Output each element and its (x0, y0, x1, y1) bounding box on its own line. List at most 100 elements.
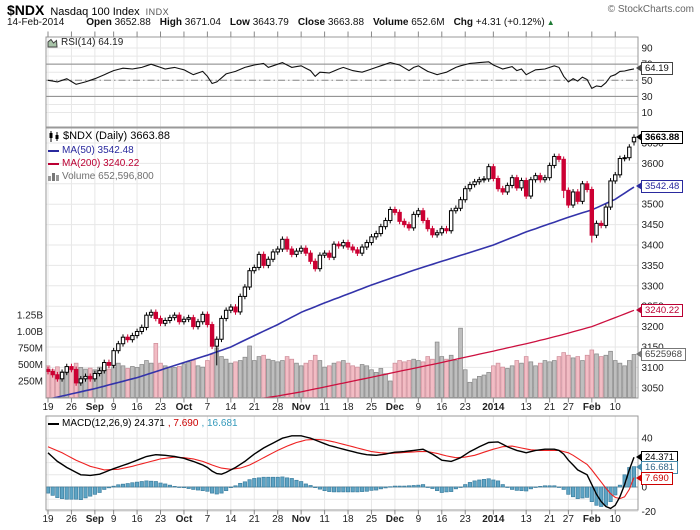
x-axis-label: 23 (155, 402, 167, 413)
volume-legend-label: Volume 652,596,800 (62, 171, 154, 182)
price-axis-label: 3500 (642, 200, 665, 211)
x-axis-label: Oct (176, 402, 193, 413)
price-axis-label: 3050 (642, 383, 665, 394)
ma200-legend-label: MA(200) 3240.22 (62, 158, 140, 169)
price-axis-label: 3400 (642, 241, 665, 252)
x-axis-label: 28 (272, 514, 284, 525)
x-axis-label: Oct (176, 514, 193, 525)
x-axis-label: 10 (610, 514, 622, 525)
last-price-box: 3663.88 (636, 131, 684, 144)
candles (46, 134, 637, 386)
price-axis-label: 3600 (642, 159, 665, 170)
x-axis-label: 9 (416, 402, 422, 413)
x-axis-label: Feb (583, 514, 601, 525)
x-axis-label: Nov (292, 514, 311, 525)
volume-value-box: 6525968 (636, 348, 686, 361)
x-axis-label: 25 (366, 514, 378, 525)
price-axis-label: 3100 (642, 363, 665, 374)
moving-averages (49, 186, 635, 398)
candlestick-icon (49, 130, 59, 142)
panel-borders (45, 31, 639, 515)
quote-line: 14-Feb-2014 Open 3652.88 High 3671.04 Lo… (7, 17, 564, 28)
x-axis-label: Nov (292, 402, 311, 413)
rsi-value-box: 64.19 (636, 62, 673, 75)
x-axis-label: 27 (563, 514, 575, 525)
x-axis-label: 11 (319, 514, 330, 525)
stockcharts-credit-link[interactable]: © StockCharts.com (607, 4, 694, 15)
macd-legend-hist: , 16.681 (201, 418, 238, 429)
macd-axis-label: 0 (642, 483, 648, 494)
volume-axis-label: 1.00B (17, 327, 43, 338)
x-axis-label: 13 (521, 402, 533, 413)
x-axis-label: Dec (386, 514, 405, 525)
rsi-line (47, 61, 635, 90)
indicator-icon (47, 38, 58, 47)
x-axis-label: 18 (342, 402, 354, 413)
x-axis-label: 16 (132, 402, 144, 413)
symbol-title: $NDX (7, 2, 45, 18)
x-axis-label: 19 (42, 402, 54, 413)
x-axis-label: 19 (42, 514, 54, 525)
volume-axis-label: 1.25B (17, 311, 43, 322)
quote-volume: Volume 652.6M (373, 17, 445, 28)
ma50-legend-label: MA(50) 3542.48 (62, 145, 134, 156)
x-axis-label: 2014 (482, 514, 505, 525)
up-arrow-icon: ▲ (546, 18, 555, 27)
macd-legend-signal: , 7.690 (167, 418, 199, 429)
x-axis-label: 14 (225, 402, 237, 413)
x-axis-label: 14 (225, 514, 237, 525)
price-axis-label: 3450 (642, 220, 665, 231)
x-axis-label: 16 (436, 514, 448, 525)
quote-date: 14-Feb-2014 (7, 17, 65, 28)
x-axis-label: 16 (132, 514, 144, 525)
ma50-legend: MA(50) 3542.48 (48, 145, 134, 156)
price-axis-label: 3350 (642, 261, 665, 272)
quote-open: Open 3652.88 (86, 17, 151, 28)
x-axis-label: 21 (249, 402, 261, 413)
x-axis-label: Sep (86, 402, 104, 413)
x-axis-label: 25 (366, 402, 378, 413)
price-axis-label: 3650 (642, 139, 665, 150)
quote-high: High 3671.04 (159, 17, 221, 28)
rsi-axis-label: 30 (642, 92, 654, 103)
exchange-label: INDX (145, 7, 170, 17)
ma200-line-icon (48, 162, 59, 165)
volume-axis-label: 500M (18, 360, 43, 371)
x-axis-label: 16 (436, 402, 448, 413)
ma50-line-icon (48, 149, 59, 152)
x-axis-label: 18 (342, 514, 354, 525)
macd-axis-label: -20 (642, 507, 657, 518)
symbol-name: Nasdaq 100 Index (50, 6, 140, 18)
chart-header: $NDX Nasdaq 100 Index INDX (7, 2, 169, 18)
x-axis-label: Dec (386, 402, 405, 413)
volume-bars-icon (48, 173, 59, 181)
x-axis-label: 9 (111, 402, 117, 413)
x-axis-label: 11 (319, 402, 330, 413)
x-axis-label: 23 (155, 514, 167, 525)
x-axis-label: 7 (205, 514, 211, 525)
gridlines (46, 37, 638, 512)
price-legend: $NDX (Daily) 3663.88 (48, 130, 170, 142)
x-axis-label: 23 (460, 514, 472, 525)
x-axis-label: 21 (544, 514, 556, 525)
macd-axis-label: 40 (642, 434, 654, 445)
ma50-value-box: 3542.48 (636, 180, 684, 193)
x-axis-label: 2014 (482, 402, 505, 413)
rsi-axis-label: 50 (642, 76, 654, 87)
x-axis-label: 23 (460, 402, 472, 413)
x-axis-label: 21 (249, 514, 261, 525)
rsi-legend: RSI(14) 64.19 (47, 37, 123, 48)
ma200-legend: MA(200) 3240.22 (48, 158, 139, 169)
x-axis-label: Feb (583, 402, 601, 413)
macd-line-icon (48, 422, 59, 425)
macd-legend: MACD(12,26,9) 24.371, 7.690, 16.681 (48, 418, 238, 429)
rsi-axis-label: 10 (642, 108, 654, 119)
x-axis-label: 7 (205, 402, 211, 413)
quote-change: Chg +4.31 (+0.12%) ▲ (453, 17, 555, 28)
x-axis-label: 13 (521, 514, 533, 525)
x-axis-label: 9 (111, 514, 117, 525)
x-axis-label: 21 (544, 402, 556, 413)
volume-axis-label: 250M (18, 377, 43, 388)
